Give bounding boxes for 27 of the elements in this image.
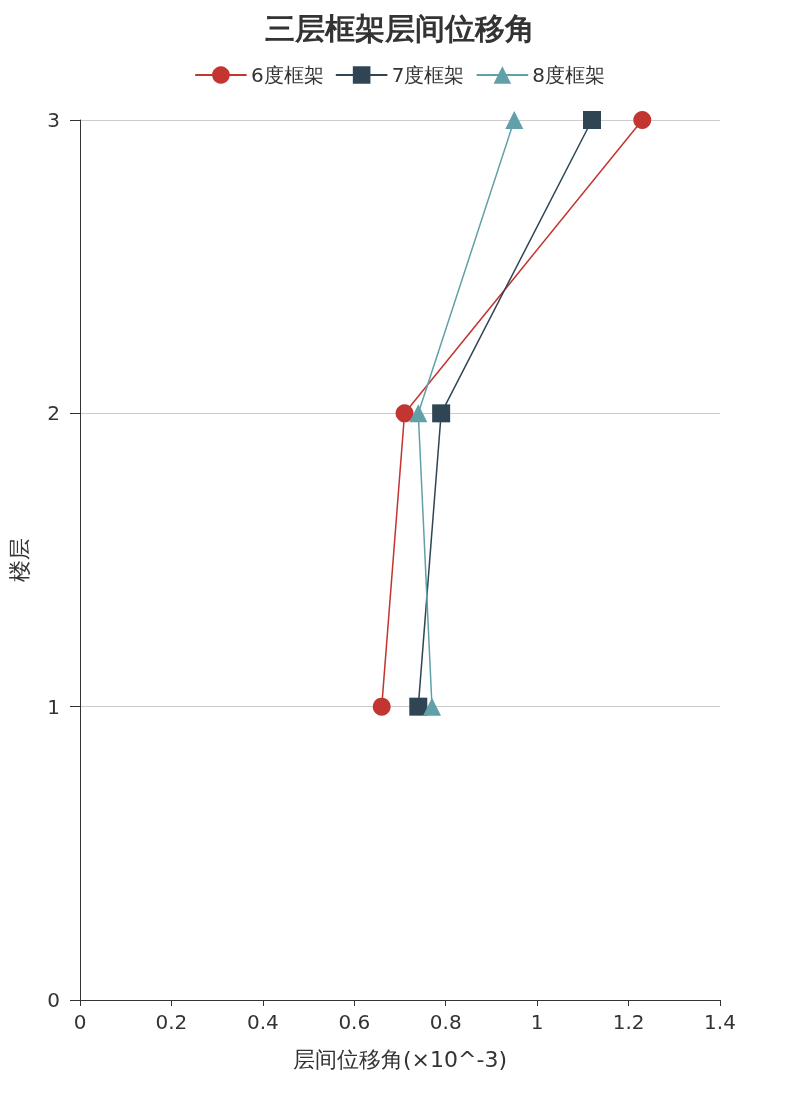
x-tick-label: 1.2	[612, 1010, 645, 1034]
y-tick-label: 2	[47, 401, 60, 426]
x-tick-label: 0.8	[429, 1010, 462, 1034]
y-axis-title: 楼层	[6, 538, 32, 582]
x-tick-label: 0	[73, 1010, 87, 1034]
y-tick-label: 3	[47, 108, 60, 132]
x-tick-label: 0.6	[338, 1010, 371, 1034]
x-axis-title: 层间位移角(×10^-3)	[293, 1046, 507, 1072]
point	[395, 404, 414, 423]
y-tick-label: 0	[47, 988, 60, 1012]
legend-label: 8度框架	[532, 63, 606, 87]
y-tick-label: 1	[47, 694, 60, 719]
x-tick-label: 1	[530, 1010, 544, 1034]
chart-title: 三层框架层间位移角	[265, 10, 535, 46]
point	[372, 697, 391, 716]
legend-label: 7度框架	[391, 63, 465, 87]
point	[633, 111, 652, 129]
point	[409, 404, 428, 423]
point	[505, 111, 524, 129]
x-tick-label: 0.4	[246, 1010, 279, 1034]
point	[432, 404, 451, 423]
point	[409, 697, 428, 716]
x-tick-label: 0.2	[155, 1010, 188, 1034]
point	[423, 697, 441, 716]
x-tick-label: 1.4	[704, 1010, 736, 1034]
point	[583, 111, 601, 129]
legend-label: 6度框架	[250, 63, 324, 87]
